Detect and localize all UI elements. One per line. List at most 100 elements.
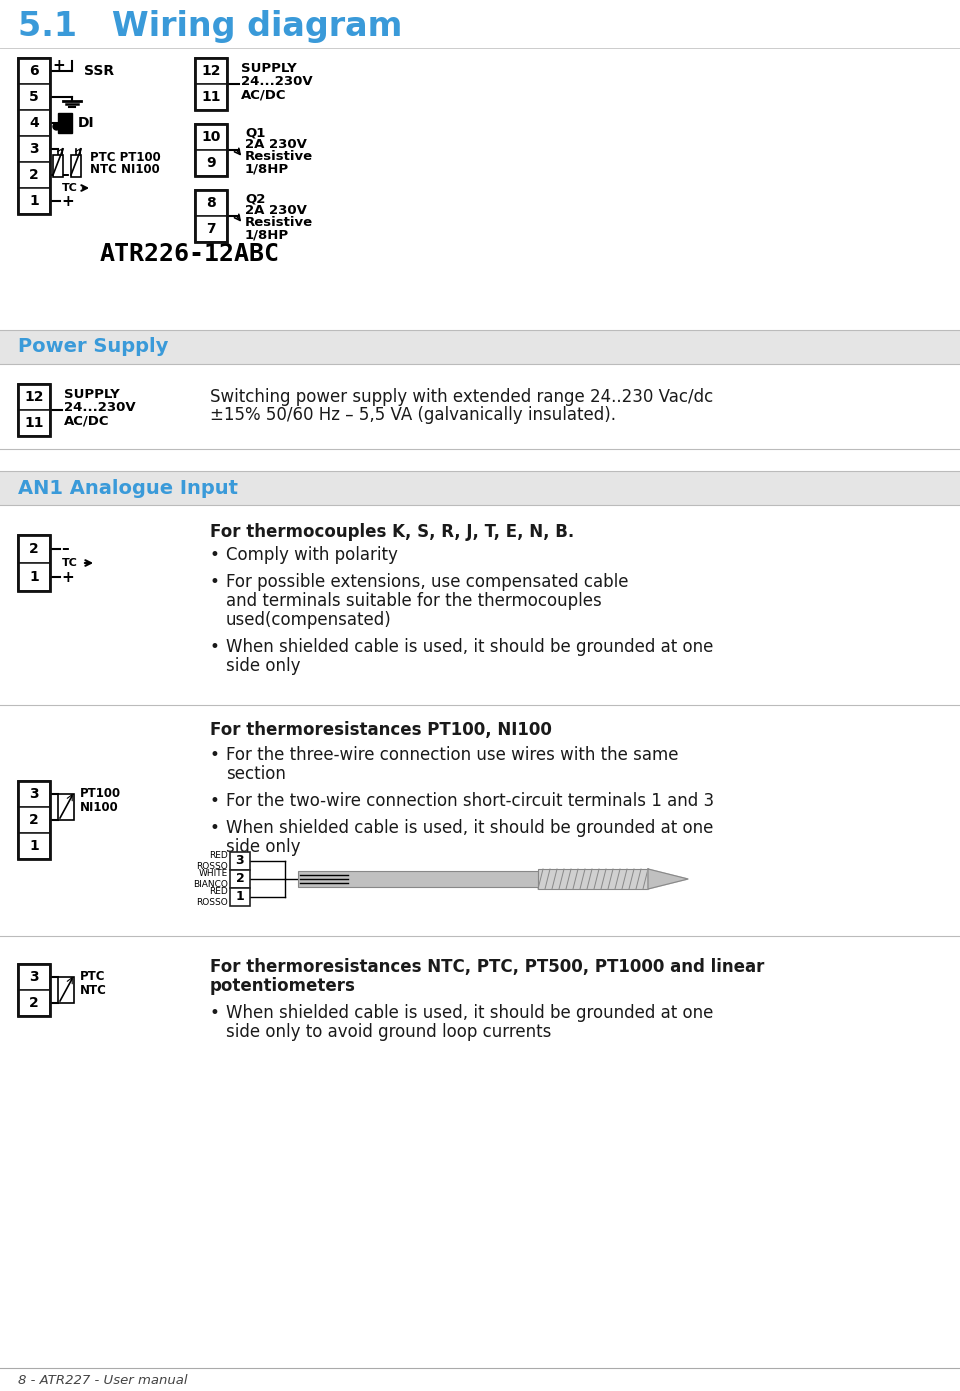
Text: and terminals suitable for the thermocouples: and terminals suitable for the thermocou… [226,593,602,611]
Bar [53,154,63,177]
Bar [18,161,50,188]
Bar [18,964,50,1015]
Text: PTC: PTC [80,970,106,983]
Text: side only to avoid ground loop currents: side only to avoid ground loop currents [226,1022,551,1040]
Text: 1: 1 [235,890,245,904]
Text: 2: 2 [29,996,38,1010]
Text: When shielded cable is used, it should be grounded at one: When shielded cable is used, it should b… [226,638,713,657]
Text: 3: 3 [29,142,38,156]
Bar [195,124,227,150]
Text: AN1 Analogue Input: AN1 Analogue Input [18,479,238,498]
Bar [18,807,50,833]
Text: Switching power supply with extended range 24..230 Vac/dc: Switching power supply with extended ran… [210,388,713,406]
Text: For the three-wire connection use wires with the same: For the three-wire connection use wires … [226,746,679,764]
Text: +: + [61,193,74,209]
Bar [18,536,50,591]
Bar [195,191,227,216]
Text: side only: side only [226,657,300,675]
Text: PTC PT100: PTC PT100 [90,152,160,164]
Text: 7: 7 [206,223,216,236]
Text: 11: 11 [202,90,221,104]
Text: 8: 8 [206,196,216,210]
Text: For the two-wire connection short-circuit terminals 1 and 3: For the two-wire connection short-circui… [226,791,714,810]
Bar [18,563,50,591]
Text: •: • [210,573,220,591]
Text: 5.1   Wiring diagram: 5.1 Wiring diagram [18,10,402,43]
Text: When shielded cable is used, it should be grounded at one: When shielded cable is used, it should b… [226,819,713,837]
Text: •: • [210,819,220,837]
Bar [18,536,50,563]
Text: 24...230V: 24...230V [241,75,313,88]
Text: 2: 2 [29,168,38,182]
Text: DI: DI [78,115,95,129]
Bar [18,110,50,136]
Text: Comply with polarity: Comply with polarity [226,547,397,563]
Text: 2: 2 [235,872,245,886]
Bar [58,976,74,1003]
Bar [18,833,50,860]
Text: NTC NI100: NTC NI100 [90,163,159,177]
Bar [18,780,50,807]
Text: For possible extensions, use compensated cable: For possible extensions, use compensated… [226,573,629,591]
Text: AC/DC: AC/DC [64,415,109,427]
Text: –: – [61,167,69,182]
Text: •: • [210,746,220,764]
Bar [195,58,227,83]
Text: For thermocouples K, S, R, J, T, E, N, B.: For thermocouples K, S, R, J, T, E, N, B… [210,523,574,541]
Text: WHITE
BIANCO: WHITE BIANCO [193,869,228,889]
Text: SSR: SSR [84,64,114,78]
Text: 1: 1 [29,839,38,853]
Text: Q2: Q2 [245,192,265,204]
Text: 11: 11 [24,416,44,430]
Text: 1/8HP: 1/8HP [245,161,289,175]
Text: 12: 12 [24,389,44,403]
Text: For thermoresistances PT100, NI100: For thermoresistances PT100, NI100 [210,721,552,739]
Bar [195,150,227,177]
Bar [195,83,227,110]
Text: used(compensated): used(compensated) [226,611,392,629]
Bar [195,216,227,242]
Text: 4: 4 [29,115,38,129]
Bar [195,124,227,177]
Text: +: + [53,58,65,74]
Text: Resistive: Resistive [245,150,313,163]
Bar [18,188,50,214]
Text: 12: 12 [202,64,221,78]
Bar [195,58,227,110]
Text: 1/8HP: 1/8HP [245,228,289,241]
Bar [0,472,960,505]
Text: ATR226-12ABC: ATR226-12ABC [100,242,280,266]
Text: Q1: Q1 [245,127,265,139]
Text: •: • [210,1004,220,1022]
Bar [0,330,960,364]
Text: 2A 230V: 2A 230V [245,138,307,152]
Bar [18,990,50,1015]
Text: TC: TC [62,184,78,193]
Text: •: • [210,791,220,810]
Bar [18,384,50,410]
Text: +: + [61,569,74,584]
Text: 1: 1 [29,193,38,209]
Text: •: • [210,638,220,657]
Text: 3: 3 [236,854,244,868]
Text: •: • [210,547,220,563]
Text: 2A 230V: 2A 230V [245,204,307,217]
Bar [58,794,74,821]
Text: 6: 6 [29,64,38,78]
Text: 2: 2 [29,542,38,556]
Text: RED
ROSSO: RED ROSSO [196,887,228,907]
Bar [18,384,50,435]
Text: side only: side only [226,837,300,855]
Bar [18,964,50,990]
Text: When shielded cable is used, it should be grounded at one: When shielded cable is used, it should b… [226,1004,713,1022]
Text: 9: 9 [206,156,216,170]
Text: 3: 3 [29,787,38,801]
Text: 24...230V: 24...230V [64,401,135,415]
Bar [18,136,50,161]
Text: Power Supply: Power Supply [18,338,168,356]
Text: PT100: PT100 [80,787,121,800]
Text: ±15% 50/60 Hz – 5,5 VA (galvanically insulated).: ±15% 50/60 Hz – 5,5 VA (galvanically ins… [210,406,616,424]
Text: SUPPLY: SUPPLY [64,388,120,401]
Bar [18,58,50,214]
Bar [195,191,227,242]
